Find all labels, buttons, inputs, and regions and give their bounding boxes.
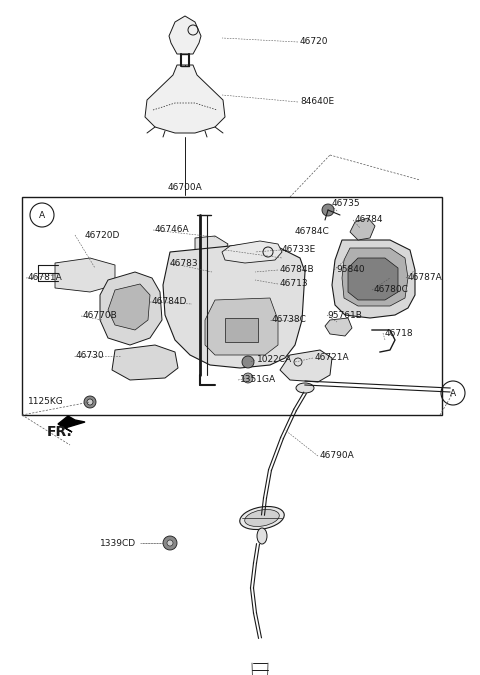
Polygon shape	[112, 345, 178, 380]
Text: 46784C: 46784C	[295, 227, 330, 236]
Text: 46738C: 46738C	[272, 315, 307, 325]
Text: A: A	[450, 389, 456, 398]
Text: 95761B: 95761B	[327, 310, 362, 319]
Polygon shape	[169, 16, 201, 54]
Text: 46784B: 46784B	[280, 265, 314, 275]
Circle shape	[243, 373, 253, 383]
Text: 46781A: 46781A	[28, 273, 63, 283]
Text: 46783: 46783	[170, 259, 199, 267]
Text: 46790A: 46790A	[320, 452, 355, 460]
Polygon shape	[108, 284, 150, 330]
Polygon shape	[342, 248, 408, 306]
Ellipse shape	[296, 383, 314, 393]
Circle shape	[242, 356, 254, 368]
Text: 1022CA: 1022CA	[257, 356, 292, 365]
Text: 46733E: 46733E	[282, 246, 316, 254]
Text: A: A	[39, 211, 45, 219]
Text: 1351GA: 1351GA	[240, 375, 276, 385]
Text: 46700A: 46700A	[168, 184, 203, 192]
Polygon shape	[195, 236, 228, 260]
Polygon shape	[332, 240, 415, 318]
Text: 46720D: 46720D	[85, 230, 120, 240]
Text: 46784: 46784	[355, 215, 384, 225]
Text: 46720: 46720	[300, 38, 328, 47]
Circle shape	[248, 267, 258, 277]
Polygon shape	[222, 241, 282, 263]
Polygon shape	[205, 298, 278, 355]
Text: 46730: 46730	[76, 352, 105, 360]
Circle shape	[84, 396, 96, 408]
Ellipse shape	[245, 510, 279, 526]
Text: 46735: 46735	[332, 200, 360, 209]
Polygon shape	[100, 272, 162, 345]
Ellipse shape	[240, 506, 284, 529]
Circle shape	[87, 399, 93, 405]
Bar	[22, 197, 442, 415]
Circle shape	[167, 540, 173, 546]
Polygon shape	[225, 318, 258, 342]
Polygon shape	[145, 65, 225, 133]
Text: 95840: 95840	[336, 265, 365, 275]
Text: 46746A: 46746A	[155, 225, 190, 234]
Circle shape	[210, 270, 226, 286]
Polygon shape	[325, 318, 352, 336]
Text: 46780C: 46780C	[374, 286, 409, 294]
Text: 84640E: 84640E	[300, 97, 334, 107]
Polygon shape	[280, 350, 332, 382]
Polygon shape	[58, 416, 85, 432]
Ellipse shape	[257, 528, 267, 544]
Text: 46770B: 46770B	[83, 311, 118, 321]
Circle shape	[322, 204, 334, 216]
Text: 46718: 46718	[385, 329, 414, 338]
Polygon shape	[348, 258, 398, 300]
Text: 46721A: 46721A	[315, 354, 349, 362]
Text: 46787A: 46787A	[408, 273, 443, 283]
Polygon shape	[350, 218, 375, 240]
Text: FR.: FR.	[47, 425, 73, 439]
Text: 1339CD: 1339CD	[100, 539, 136, 547]
Polygon shape	[55, 258, 115, 292]
Text: 46784D: 46784D	[152, 298, 187, 306]
Polygon shape	[185, 294, 215, 318]
Polygon shape	[163, 245, 305, 368]
Circle shape	[163, 536, 177, 550]
Text: 1125KG: 1125KG	[28, 398, 64, 406]
Text: 46713: 46713	[280, 279, 309, 288]
